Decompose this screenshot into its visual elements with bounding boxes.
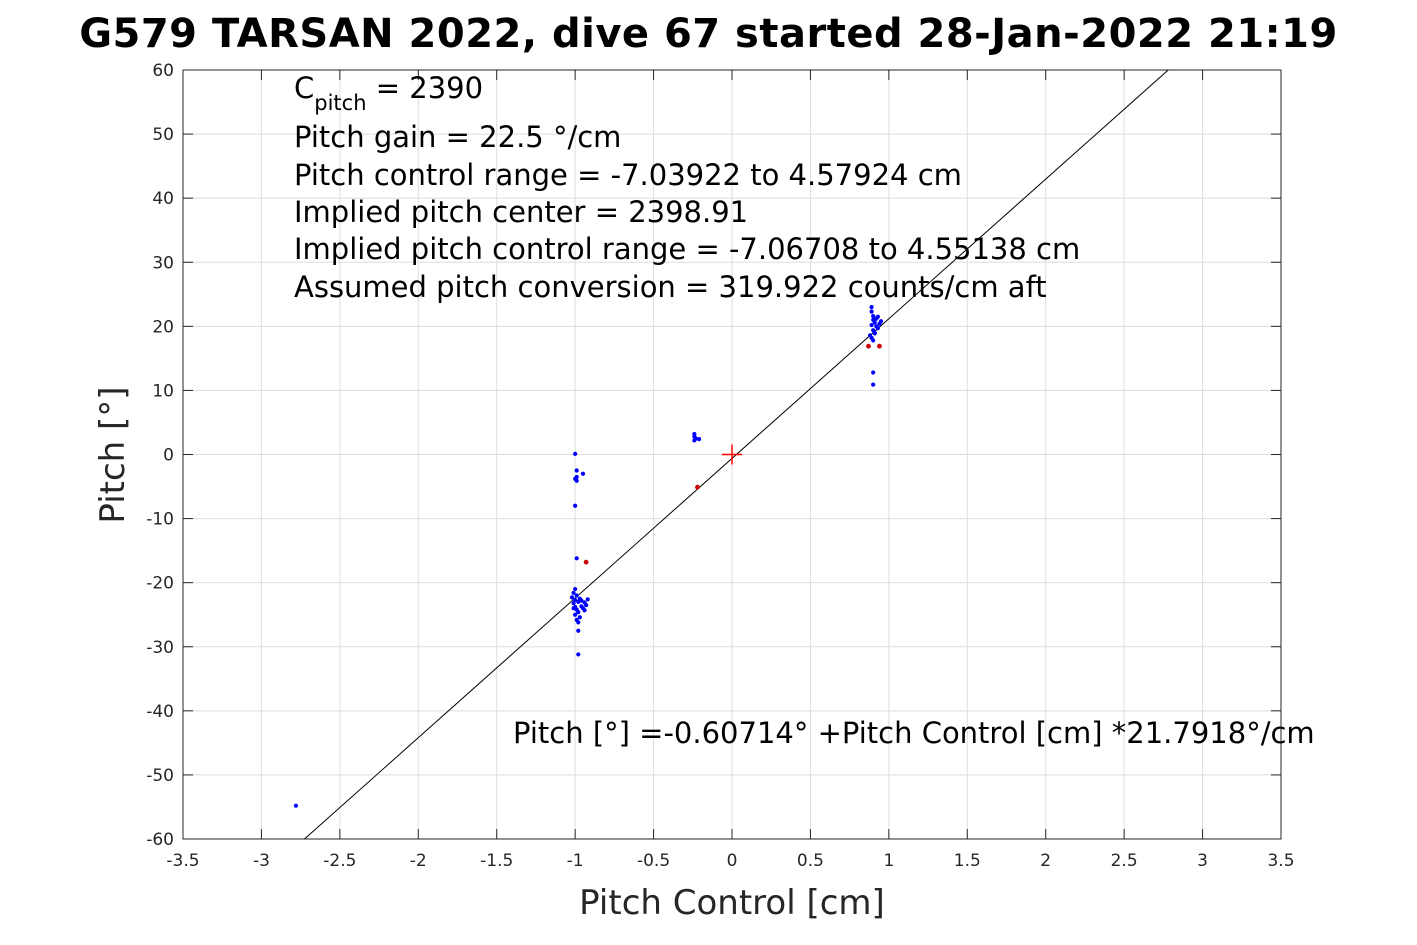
data-point (576, 652, 581, 657)
plot-area (293, 69, 1169, 840)
data-point (871, 338, 876, 343)
data-point (574, 556, 579, 561)
data-point (875, 314, 880, 319)
data-point (871, 370, 876, 375)
data-point (576, 610, 581, 615)
y-tick-label: -50 (146, 766, 174, 786)
y-axis-label: Pitch [°] (93, 386, 133, 523)
x-tick-label: -3.5 (166, 851, 199, 871)
data-point (877, 343, 882, 349)
data-point (573, 503, 578, 508)
data-point (875, 326, 880, 331)
x-tick-label: 3.5 (1267, 851, 1294, 871)
data-point (293, 803, 299, 808)
data-point (579, 598, 584, 603)
y-tick-label: 60 (152, 61, 174, 81)
data-point (695, 484, 700, 490)
data-point (574, 478, 579, 483)
y-tick-label: -20 (146, 574, 174, 594)
data-point (574, 468, 579, 473)
x-tick-label: -2.5 (323, 851, 356, 871)
data-point (576, 628, 581, 633)
y-tick-label: 30 (152, 253, 174, 273)
annotation-pitch-gain: Pitch gain = 22.5 °/cm (294, 120, 621, 154)
annotation-implied-pitch-control-range: Implied pitch control range = -7.06708 t… (294, 232, 1080, 266)
c-pitch-value: = 2390 (367, 71, 484, 105)
ticks (182, 69, 1282, 840)
x-tick-label: 3 (1197, 851, 1208, 871)
data-point (585, 597, 590, 602)
x-tick-label: -1 (567, 851, 584, 871)
x-tick-label: 0.5 (797, 851, 824, 871)
y-tick-label: 10 (152, 381, 174, 401)
data-point (692, 438, 697, 443)
data-point (576, 620, 581, 625)
c-pitch-annotation: Cpitch = 2390 (294, 71, 483, 115)
c-pitch-main: C (294, 71, 314, 105)
data-point (584, 602, 589, 608)
data-point (569, 595, 575, 600)
y-tick-label: -30 (146, 638, 174, 658)
data-point (574, 593, 579, 598)
x-tick-label: 1 (883, 851, 894, 871)
data-point (577, 615, 582, 620)
data-points (293, 305, 884, 808)
data-point (869, 305, 874, 310)
x-tick-label: -0.5 (637, 851, 670, 871)
data-point (571, 590, 576, 596)
data-point (580, 471, 586, 476)
x-tick-label: 2.5 (1111, 851, 1138, 871)
x-tick-label: -3 (253, 851, 270, 871)
annotation-implied-pitch-center: Implied pitch center = 2398.91 (294, 195, 748, 229)
y-tick-label: -10 (146, 510, 174, 530)
x-tick-label: 1.5 (954, 851, 981, 871)
data-point (871, 382, 876, 387)
x-tick-label: 0 (727, 851, 738, 871)
data-point (571, 601, 576, 606)
chart-title: G579 TARSAN 2022, dive 67 started 28-Jan… (79, 11, 1338, 57)
data-point (696, 437, 702, 442)
data-point (579, 604, 584, 609)
c-pitch-subscript: pitch (314, 91, 366, 115)
annotations: Cpitch = 2390 Pitch gain = 22.5 °/cm Pit… (294, 71, 1315, 750)
data-point (571, 606, 576, 611)
data-point (573, 612, 578, 617)
x-tick-label: 2 (1040, 851, 1051, 871)
fit-equation: Pitch [°] =-0.60714° +Pitch Control [cm]… (513, 716, 1315, 750)
data-point (573, 451, 578, 456)
data-point (871, 313, 876, 319)
data-point (869, 322, 874, 328)
center-marker (722, 444, 742, 465)
y-tick-label: -60 (146, 830, 174, 850)
annotation-pitch-control-range: Pitch control range = -7.03922 to 4.5792… (294, 158, 962, 192)
data-point (872, 320, 877, 325)
y-tick-label: 40 (152, 189, 174, 209)
data-point (866, 343, 871, 349)
data-point (582, 608, 587, 613)
data-point (878, 319, 884, 324)
data-point (573, 586, 578, 592)
data-point (583, 559, 589, 565)
x-tick-label: -2 (410, 851, 427, 871)
annotation-assumed-pitch-conversion: Assumed pitch conversion = 319.922 count… (294, 270, 1047, 304)
y-tick-label: 50 (152, 125, 174, 145)
x-tick-label: -1.5 (480, 851, 513, 871)
data-point (872, 331, 877, 336)
y-tick-label: 20 (152, 317, 174, 337)
tick-labels: -3.5 -3 -2.5 -2 -1.5 -1 -0.5 0 0.5 1 1.5 2 2.5 3 3.5 60… (146, 61, 1294, 871)
data-point (869, 309, 874, 314)
x-axis-label: Pitch Control [cm] (579, 883, 885, 923)
y-tick-label: -40 (146, 702, 174, 722)
data-point (573, 597, 578, 603)
y-tick-label: 0 (163, 446, 174, 466)
